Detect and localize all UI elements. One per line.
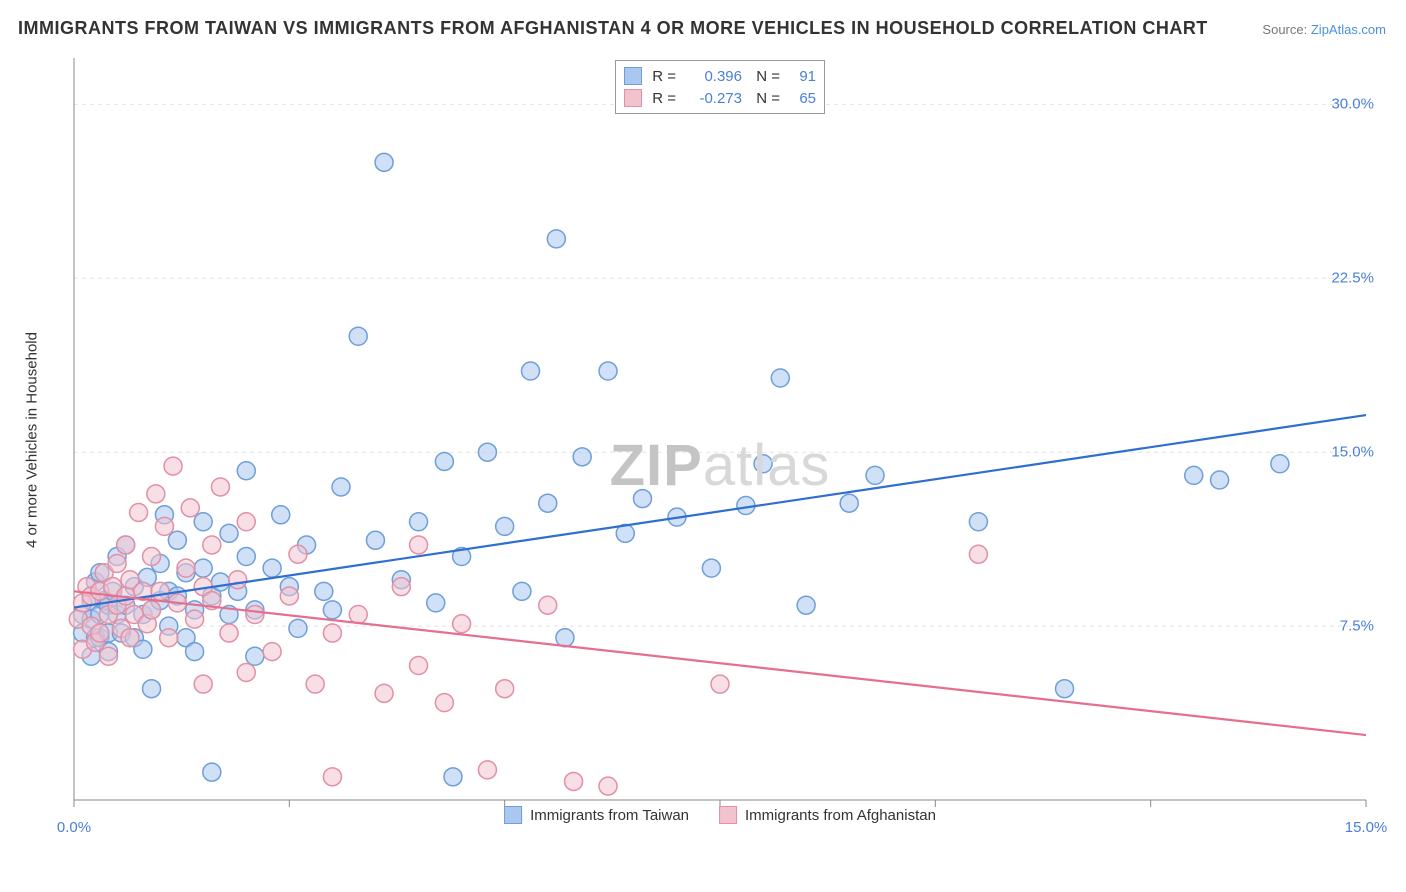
y-tick-label: 7.5% bbox=[1340, 618, 1374, 635]
series-legend: Immigrants from Taiwan Immigrants from A… bbox=[504, 806, 936, 824]
source-link[interactable]: ZipAtlas.com bbox=[1311, 22, 1386, 37]
n-label: N = bbox=[748, 68, 780, 85]
source-attribution: Source: ZipAtlas.com bbox=[1262, 22, 1386, 37]
y-tick-label: 30.0% bbox=[1331, 96, 1374, 113]
correlation-stats-legend: R = 0.396 N = 91 R = -0.273 N = 65 bbox=[615, 60, 825, 114]
series-swatch-icon bbox=[624, 67, 642, 85]
stats-row-afghanistan: R = -0.273 N = 65 bbox=[624, 87, 816, 109]
series-label: Immigrants from Afghanistan bbox=[745, 807, 936, 824]
r-label: R = bbox=[648, 68, 676, 85]
y-tick-label: 22.5% bbox=[1331, 270, 1374, 287]
y-tick-label: 15.0% bbox=[1331, 444, 1374, 461]
x-axis-min-label: 0.0% bbox=[57, 819, 91, 836]
n-label: N = bbox=[748, 90, 780, 107]
n-value: 65 bbox=[786, 90, 816, 107]
chart-area: ZIPatlas R = 0.396 N = 91 R = -0.273 N =… bbox=[60, 52, 1380, 832]
stats-row-taiwan: R = 0.396 N = 91 bbox=[624, 65, 816, 87]
series-swatch-icon bbox=[624, 89, 642, 107]
x-axis-max-label: 15.0% bbox=[1345, 819, 1388, 836]
watermark: ZIPatlas bbox=[610, 432, 831, 499]
series-label: Immigrants from Taiwan bbox=[530, 807, 689, 824]
r-label: R = bbox=[648, 90, 676, 107]
r-value: 0.396 bbox=[682, 68, 742, 85]
series-swatch-icon bbox=[719, 806, 737, 824]
legend-item-afghanistan: Immigrants from Afghanistan bbox=[719, 806, 936, 824]
series-swatch-icon bbox=[504, 806, 522, 824]
chart-title: IMMIGRANTS FROM TAIWAN VS IMMIGRANTS FRO… bbox=[18, 18, 1208, 39]
r-value: -0.273 bbox=[682, 90, 742, 107]
n-value: 91 bbox=[786, 68, 816, 85]
y-axis-label: 4 or more Vehicles in Household bbox=[24, 332, 41, 548]
legend-item-taiwan: Immigrants from Taiwan bbox=[504, 806, 689, 824]
source-label: Source: bbox=[1262, 22, 1307, 37]
